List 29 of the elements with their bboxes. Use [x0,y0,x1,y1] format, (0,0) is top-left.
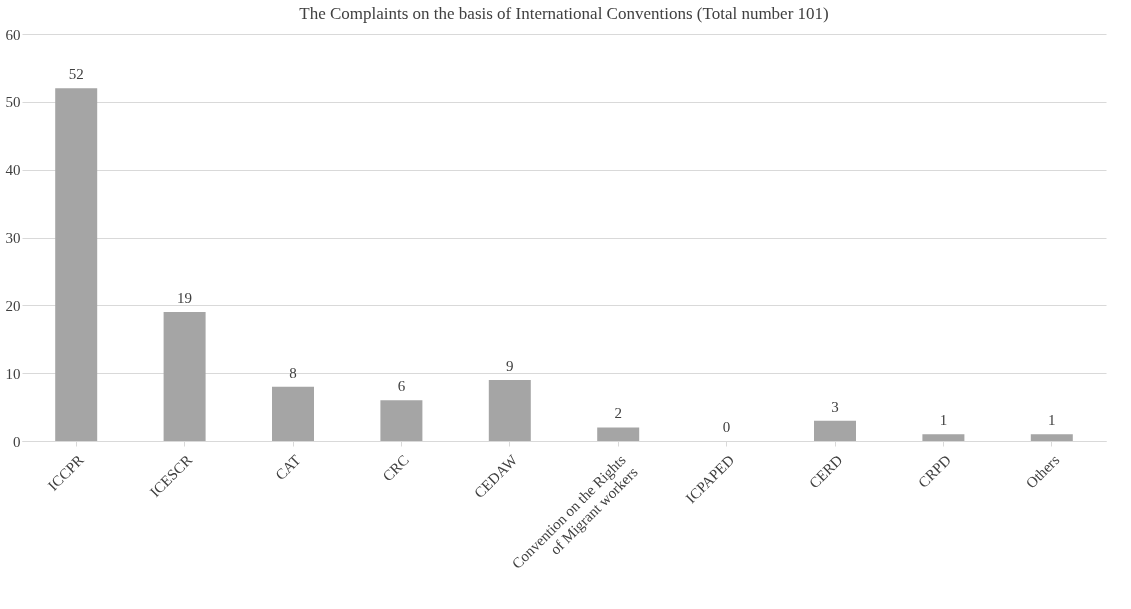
y-tick-label: 20 [5,297,21,314]
bar [272,386,314,441]
data-label: 1 [939,412,948,429]
data-label: 52 [68,66,84,83]
chart-title: The Complaints on the basis of International Conventions (Total number 101) [299,4,829,23]
y-tick-label: 60 [5,26,21,43]
data-label: 1 [1048,412,1056,429]
data-label: 8 [289,364,297,381]
x-tick-label: CRC [379,451,413,485]
data-label: 6 [397,378,406,395]
y-tick-label: 0 [13,433,21,450]
data-label: 9 [506,357,514,374]
y-tick-label: 30 [5,230,21,246]
bar [814,420,856,441]
bar [55,88,98,441]
y-tick-label: 50 [5,94,21,111]
data-label: 19 [177,290,193,307]
bar [1030,434,1073,441]
data-label: 2 [614,405,622,422]
y-tick-label: 10 [5,365,21,382]
bar [922,434,965,441]
bar [380,400,423,441]
y-tick-label: 40 [5,162,21,179]
data-label: 0 [722,419,731,435]
x-tick-label: CAT [272,451,304,484]
bar [597,427,640,441]
bar [163,312,206,441]
data-label: 3 [831,398,839,415]
bar [488,379,531,441]
